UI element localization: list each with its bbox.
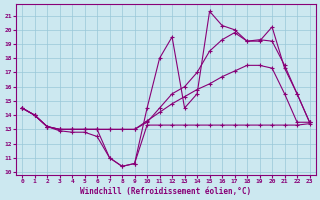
X-axis label: Windchill (Refroidissement éolien,°C): Windchill (Refroidissement éolien,°C) [80, 187, 252, 196]
